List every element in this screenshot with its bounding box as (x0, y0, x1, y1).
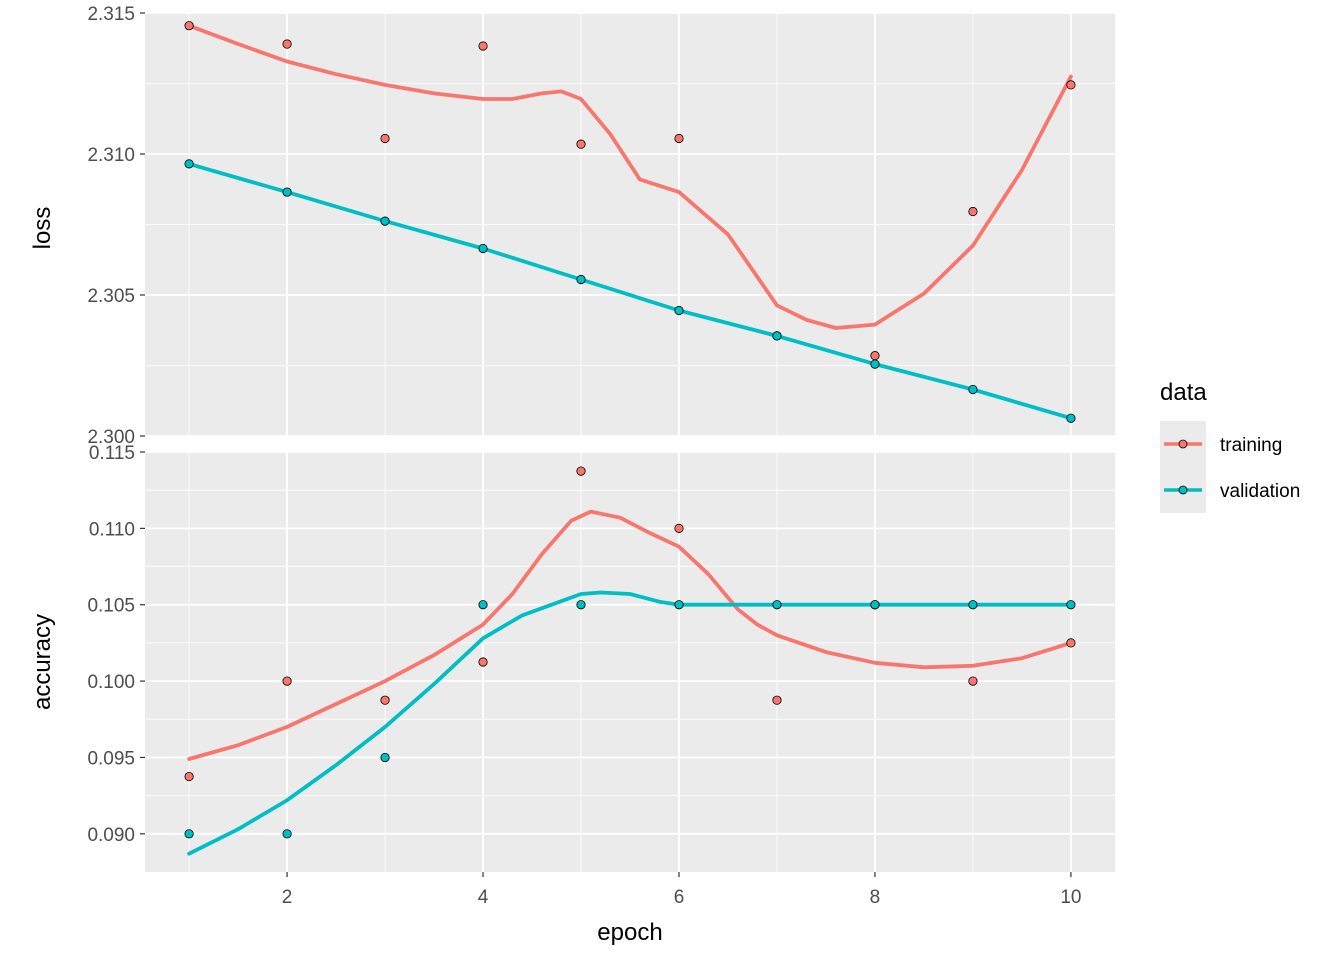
point-validation (870, 600, 880, 610)
point-training (576, 139, 586, 149)
point-validation (282, 187, 292, 197)
point-training (282, 39, 292, 49)
y-tick-label: 2.305 (87, 286, 135, 307)
point-validation (772, 600, 782, 610)
point-training (968, 206, 978, 217)
x-axis-title: epoch (597, 919, 662, 946)
point-training (870, 351, 880, 361)
y-tick-label: 0.105 (87, 596, 135, 617)
point-validation (184, 159, 194, 169)
y-tick-label: 0.090 (87, 825, 135, 846)
y-tick-label: 2.300 (87, 427, 135, 448)
point-training (772, 695, 782, 705)
point-validation (478, 243, 488, 254)
point-validation (380, 752, 390, 763)
legend-point-validation (1178, 485, 1188, 495)
legend-label-validation: validation (1220, 481, 1300, 502)
point-validation (282, 829, 292, 839)
y-tick-label: 2.315 (87, 4, 135, 25)
y-tick-label: 0.110 (89, 519, 135, 540)
point-training (478, 41, 488, 51)
point-validation (772, 331, 782, 341)
point-training (184, 771, 194, 782)
x-tick-label: 10 (1060, 887, 1081, 908)
smooth-line-training (187, 509, 1073, 761)
point-validation (968, 600, 978, 610)
point-validation (1066, 600, 1076, 610)
point-training (1066, 638, 1076, 648)
point-training (184, 21, 194, 31)
point-validation (478, 600, 488, 610)
x-tick-label: 4 (478, 887, 489, 908)
legend-title: data (1160, 379, 1207, 406)
accuracy-panel: 0.090 0.095 0.100 0.105 0.110 0.115 2 4 6 8 10 (87, 443, 1115, 908)
point-validation (870, 359, 880, 369)
point-validation (674, 600, 684, 610)
point-validation (1066, 413, 1076, 423)
point-training (674, 523, 684, 533)
smooth-line-validation (187, 590, 1073, 856)
point-training (674, 133, 684, 144)
loss-panel: 2.300 2.305 2.310 2.315 (87, 4, 1115, 448)
point-training (380, 133, 390, 144)
y-tick-label: 2.310 (87, 145, 135, 166)
accuracy-axis-title: accuracy (29, 614, 56, 710)
point-training (968, 676, 978, 686)
point-training (380, 695, 390, 705)
point-validation (184, 829, 194, 839)
point-validation (380, 216, 390, 226)
point-training (478, 657, 488, 667)
y-tick-label: 0.100 (87, 672, 135, 693)
point-training (1066, 80, 1076, 90)
point-training (282, 676, 292, 686)
legend: data training validation (1160, 379, 1300, 513)
point-validation (576, 600, 586, 610)
loss-axis-title: loss (29, 207, 56, 250)
legend-label-training: training (1220, 435, 1282, 456)
legend-point-training (1178, 439, 1188, 449)
x-tick-label: 8 (870, 887, 881, 908)
point-validation (968, 384, 978, 395)
x-tick-label: 6 (674, 887, 685, 908)
panel-background (145, 452, 1115, 872)
smooth-line-training (187, 23, 1073, 330)
point-training (576, 466, 586, 476)
y-tick-label: 0.095 (87, 748, 135, 769)
x-tick-label: 2 (282, 887, 293, 908)
point-validation (576, 274, 586, 285)
y-tick-label: 0.115 (89, 443, 135, 464)
smooth-line-validation (187, 162, 1073, 421)
point-validation (674, 305, 684, 316)
